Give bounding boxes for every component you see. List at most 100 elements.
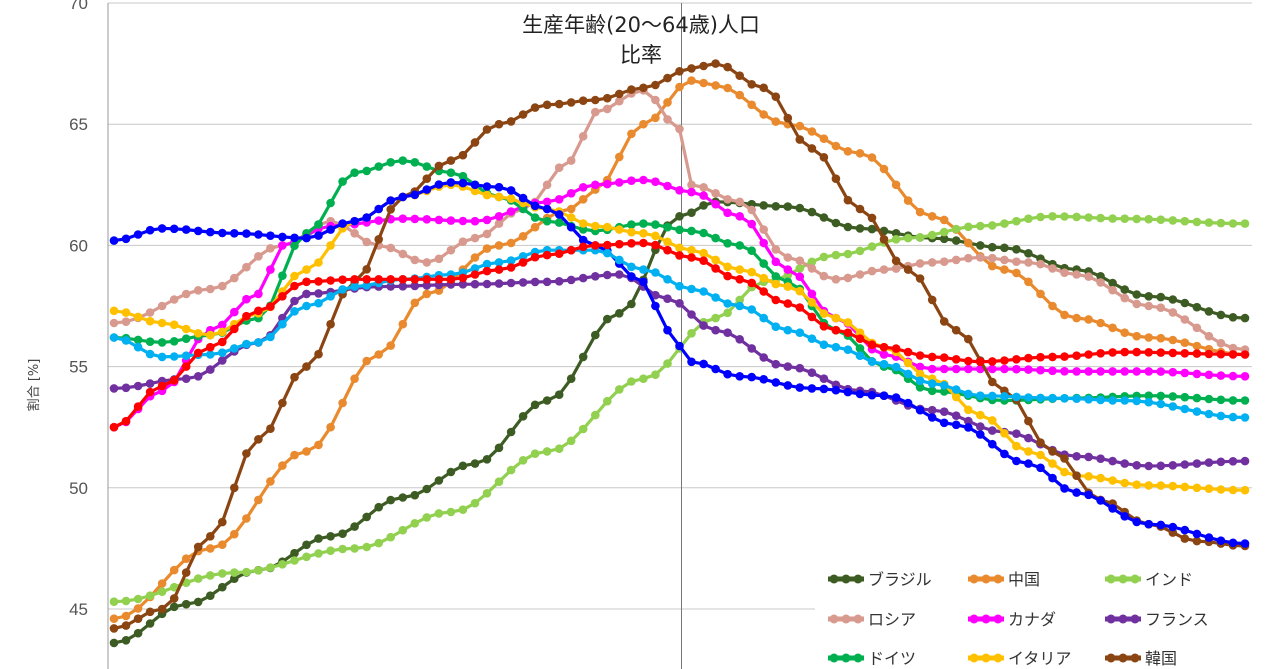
data-point (988, 426, 997, 435)
data-point (639, 219, 648, 228)
data-point (651, 80, 660, 90)
data-point (1108, 367, 1117, 376)
data-point (1012, 257, 1021, 267)
data-point (326, 292, 335, 301)
data-point (530, 213, 540, 222)
data-point (446, 216, 456, 225)
data-point (807, 384, 817, 393)
data-point (735, 241, 744, 250)
data-point (627, 220, 636, 229)
data-point (675, 124, 684, 134)
data-point (1156, 461, 1166, 471)
data-point (458, 150, 468, 160)
data-point (1216, 411, 1226, 421)
data-point (1144, 348, 1153, 357)
data-point (314, 231, 323, 240)
data-point (735, 275, 744, 284)
data-point (290, 372, 299, 382)
data-point (1228, 457, 1238, 466)
data-point (1168, 295, 1178, 304)
data-point (1144, 214, 1153, 224)
data-point (711, 81, 720, 90)
data-point (494, 182, 504, 192)
data-point (855, 389, 865, 399)
data-point (976, 410, 985, 420)
data-point (723, 62, 732, 72)
data-point (867, 266, 877, 276)
data-point (422, 174, 432, 183)
data-point (290, 241, 299, 250)
data-point (843, 328, 853, 338)
legend-label: 韓国 (1145, 649, 1177, 668)
data-point (699, 183, 708, 192)
data-point (1024, 433, 1033, 443)
data-point (157, 381, 167, 391)
data-point (783, 381, 793, 390)
data-point (687, 253, 696, 262)
data-point (651, 268, 660, 277)
data-point (458, 280, 468, 289)
data-point (542, 197, 552, 207)
data-point (915, 274, 925, 283)
data-point (1108, 214, 1117, 223)
data-point (1180, 404, 1190, 414)
data-point (915, 376, 925, 386)
data-point (494, 258, 504, 267)
data-point (723, 83, 732, 93)
data-point (1060, 394, 1069, 403)
data-point (181, 289, 191, 299)
data-point (121, 308, 131, 317)
data-point (639, 277, 648, 287)
y-axis-label: 割合 [%] (26, 359, 42, 412)
data-point (843, 147, 853, 156)
data-point (386, 275, 396, 284)
data-point (1192, 459, 1202, 468)
data-point (458, 237, 468, 246)
data-point (302, 289, 311, 299)
data-point (1096, 318, 1105, 328)
data-point (1132, 396, 1141, 406)
data-point (314, 349, 323, 359)
data-point (1168, 308, 1178, 317)
data-point (795, 264, 805, 273)
data-point (988, 439, 997, 449)
legend-label: ブラジル (868, 570, 932, 589)
data-point (1048, 473, 1057, 483)
legend-marker (829, 653, 839, 663)
data-point (1108, 456, 1117, 466)
data-point (157, 318, 167, 328)
data-point (422, 275, 432, 284)
data-point (422, 258, 432, 267)
legend-label: ロシア (868, 610, 916, 629)
data-point (1060, 454, 1069, 463)
data-point (338, 529, 347, 538)
data-point (410, 255, 420, 265)
data-point (518, 204, 528, 214)
data-point (843, 318, 853, 327)
data-point (1048, 212, 1057, 221)
data-point (422, 281, 432, 290)
data-point (915, 383, 925, 392)
data-point (145, 619, 155, 628)
y-tick-label: 55 (69, 358, 88, 377)
data-point (723, 262, 732, 272)
data-point (446, 168, 456, 177)
data-point (1168, 522, 1178, 532)
data-point (109, 384, 119, 393)
data-point (470, 138, 480, 147)
data-point (1156, 367, 1166, 376)
data-point (542, 396, 552, 405)
data-point (230, 324, 239, 334)
data-point (1156, 303, 1166, 313)
data-point (470, 186, 480, 196)
data-point (1108, 323, 1117, 333)
data-point (1216, 349, 1226, 359)
data-point (1084, 472, 1093, 481)
data-point (1048, 366, 1057, 376)
data-point (1228, 412, 1238, 422)
data-point (133, 335, 143, 345)
data-point (699, 191, 708, 200)
data-point (687, 187, 696, 197)
data-point (927, 212, 937, 221)
